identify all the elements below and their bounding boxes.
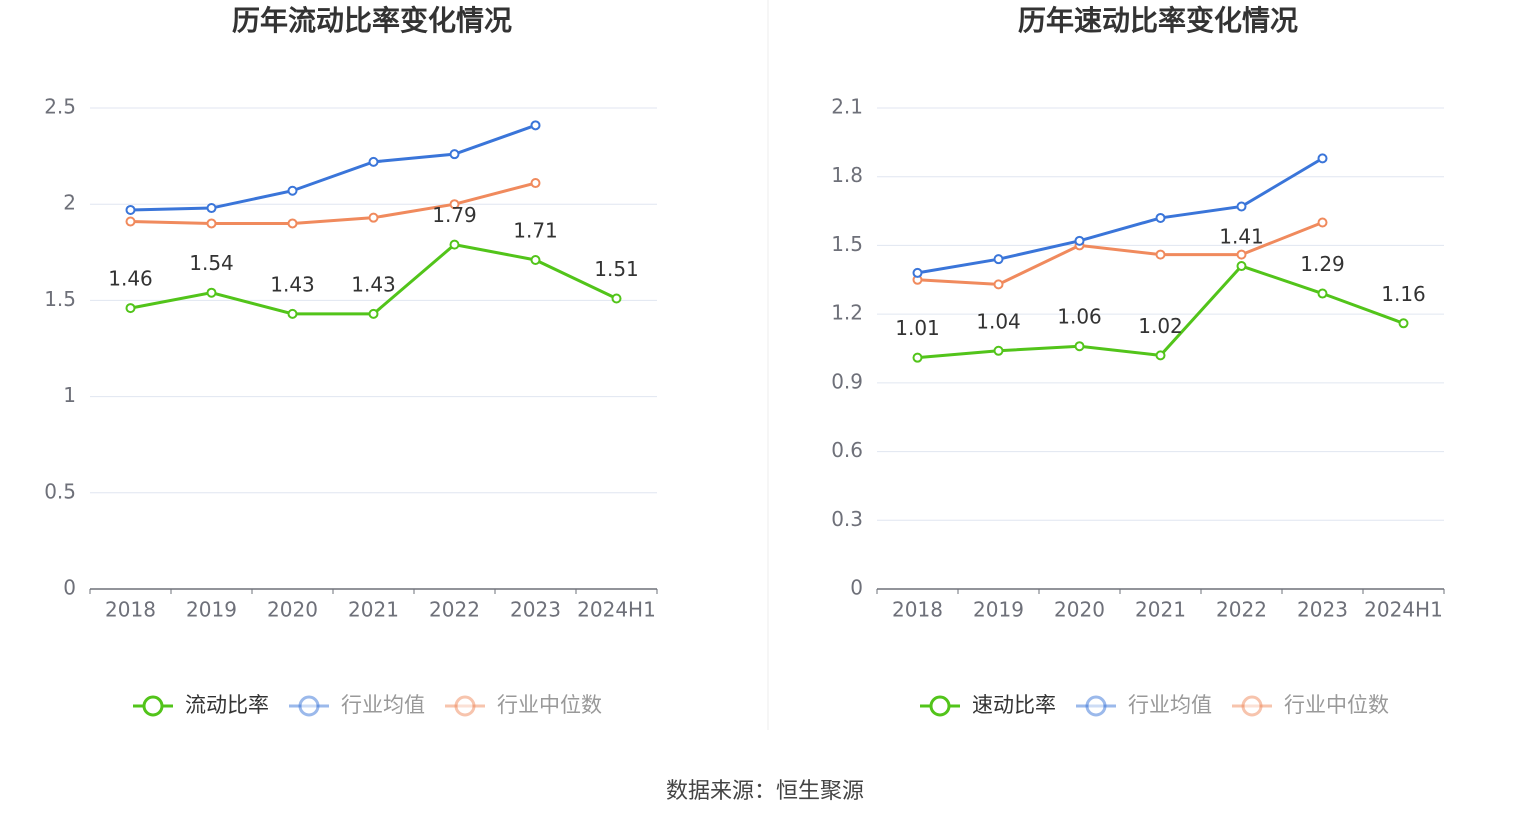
- x-tick-label: 2018: [892, 598, 943, 622]
- point: [611, 293, 622, 304]
- legend-label: 行业中位数: [497, 693, 602, 717]
- point: [1074, 341, 1085, 352]
- point: [287, 185, 298, 196]
- legend-marker: [142, 695, 164, 717]
- x-tick-label: 2022: [1216, 598, 1267, 622]
- point: [912, 267, 923, 278]
- data-label: 1.41: [1219, 225, 1264, 249]
- x-tick-label: 2019: [973, 598, 1024, 622]
- series-line: [917, 157, 1324, 275]
- point: [449, 239, 460, 250]
- y-tick-label: 0.6: [831, 438, 863, 462]
- x-tick-label: 2019: [186, 598, 237, 622]
- point: [530, 178, 541, 189]
- point: [368, 308, 379, 319]
- data-label: 1.01: [895, 316, 940, 340]
- data-label: 1.06: [1057, 305, 1102, 329]
- y-tick-label: 1.5: [831, 232, 863, 256]
- y-tick-label: 2.5: [44, 95, 76, 119]
- y-tick-label: 0.3: [831, 507, 863, 531]
- legend-label: 流动比率: [185, 693, 269, 717]
- point: [368, 156, 379, 167]
- data-label: 1.02: [1138, 314, 1183, 338]
- series-line: [130, 123, 537, 212]
- x-tick-label: 2023: [510, 598, 561, 622]
- x-tick-label: 2024H1: [1364, 598, 1443, 622]
- y-tick-label: 1.2: [831, 301, 863, 325]
- y-tick-label: 0: [63, 576, 76, 600]
- legend-marker: [1241, 695, 1263, 717]
- x-tick-label: 2020: [1054, 598, 1105, 622]
- point: [993, 345, 1004, 356]
- point: [530, 120, 541, 131]
- point: [449, 199, 460, 210]
- data-label: 1.16: [1381, 282, 1426, 306]
- data-label: 1.29: [1300, 252, 1345, 276]
- point: [125, 303, 136, 314]
- point: [993, 279, 1004, 290]
- legend-marker: [298, 695, 320, 717]
- x-tick-label: 2020: [267, 598, 318, 622]
- source: 数据来源：恒生聚源: [666, 779, 864, 804]
- legend-label: 行业均值: [1128, 693, 1212, 717]
- legend-marker: [454, 695, 476, 717]
- point: [1155, 249, 1166, 260]
- x-tick-label: 2021: [348, 598, 399, 622]
- x-tick-label: 2024H1: [577, 598, 656, 622]
- x-tick-label: 2023: [1297, 598, 1348, 622]
- point: [530, 254, 541, 265]
- y-tick-label: 1: [63, 383, 76, 407]
- point: [1236, 249, 1247, 260]
- y-tick-label: 2.1: [831, 95, 863, 119]
- point: [1236, 261, 1247, 272]
- legend-label: 行业均值: [341, 693, 425, 717]
- y-tick-label: 0: [850, 576, 863, 600]
- legend-label: 行业中位数: [1284, 693, 1389, 717]
- point: [1236, 201, 1247, 212]
- point: [287, 218, 298, 229]
- data-label: 1.51: [594, 257, 639, 281]
- legend-marker: [929, 695, 951, 717]
- point: [449, 149, 460, 160]
- point: [1155, 212, 1166, 223]
- x-tick-label: 2022: [429, 598, 480, 622]
- point: [1155, 350, 1166, 361]
- legend-label: 速动比率: [972, 693, 1056, 717]
- point: [993, 254, 1004, 265]
- data-label: 1.04: [976, 309, 1021, 333]
- point: [206, 203, 217, 214]
- point: [1317, 288, 1328, 299]
- data-label: 1.79: [432, 203, 477, 227]
- point: [368, 212, 379, 223]
- point: [1074, 235, 1085, 246]
- point: [206, 218, 217, 229]
- point: [1398, 318, 1409, 329]
- data-label: 1.43: [270, 272, 315, 296]
- y-tick-label: 2: [63, 191, 76, 215]
- legend-marker: [1085, 695, 1107, 717]
- point: [1317, 153, 1328, 164]
- y-tick-label: 0.5: [44, 479, 76, 503]
- series-line: [917, 221, 1324, 286]
- point: [1317, 217, 1328, 228]
- series-line: [130, 181, 536, 225]
- chart-title: 历年流动比率变化情况: [232, 4, 512, 37]
- data-label: 1.54: [189, 251, 234, 275]
- chart-title: 历年速动比率变化情况: [1018, 4, 1298, 37]
- x-tick-label: 2018: [105, 598, 156, 622]
- y-tick-label: 0.9: [831, 369, 863, 393]
- x-tick-label: 2021: [1135, 598, 1186, 622]
- y-tick-label: 1.8: [831, 163, 863, 187]
- data-label: 1.43: [351, 272, 396, 296]
- point: [125, 204, 136, 215]
- point: [206, 287, 217, 298]
- data-label: 1.46: [108, 267, 153, 291]
- y-tick-label: 1.5: [44, 287, 76, 311]
- data-label: 1.71: [513, 218, 558, 242]
- point: [287, 308, 298, 319]
- point: [912, 352, 923, 363]
- point: [125, 216, 136, 227]
